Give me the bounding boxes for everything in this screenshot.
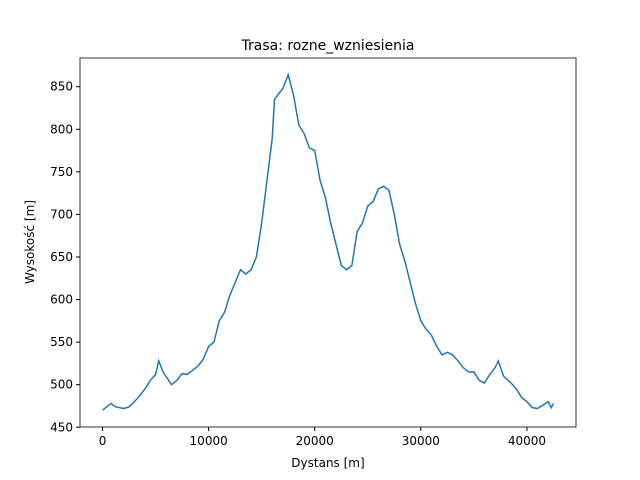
chart-title: Trasa: rozne_wzniesienia: [240, 38, 414, 54]
line-series: [102, 72, 555, 411]
x-tick-label: 0: [99, 434, 107, 448]
y-tick-label: 800: [50, 122, 73, 136]
y-tick-label: 600: [50, 293, 73, 307]
y-tick-label: 750: [50, 165, 73, 179]
y-tick-label: 850: [50, 80, 73, 94]
y-tick-label: 650: [50, 250, 73, 264]
x-tick-label: 30000: [402, 434, 440, 448]
x-tick-label: 10000: [190, 434, 228, 448]
plot-frame: [79, 57, 577, 428]
x-axis-label: Dystans [m]: [291, 456, 364, 470]
y-tick-label: 550: [50, 335, 73, 349]
y-tick-label: 500: [50, 378, 73, 392]
x-tick-label: 40000: [508, 434, 546, 448]
x-tick-label: 20000: [296, 434, 334, 448]
y-tick-label: 450: [50, 420, 73, 434]
y-axis-label: Wysokość [m]: [23, 200, 37, 284]
y-tick-label: 700: [50, 207, 73, 221]
